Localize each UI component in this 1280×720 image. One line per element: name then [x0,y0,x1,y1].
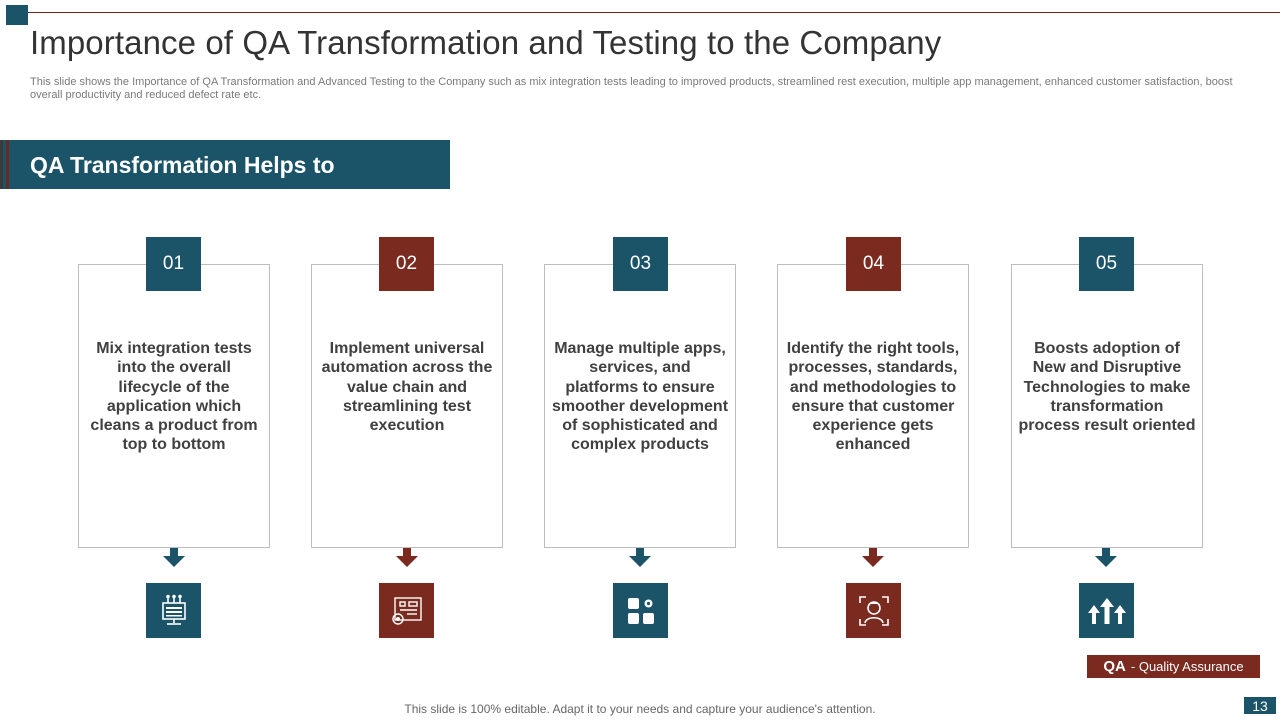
corner-accent [6,5,28,25]
arrow-down-icon [1095,548,1117,567]
arrow-down-icon [396,548,418,567]
card-02: Implement universal automation across th… [311,264,503,548]
number-badge: 05 [1079,237,1134,291]
page-title: Importance of QA Transformation and Test… [30,24,942,61]
number-badge: 04 [846,237,901,291]
card-text: Boosts adoption of New and Disruptive Te… [1018,340,1196,435]
number-badge: 01 [146,237,201,291]
slide-description: This slide shows the Importance of QA Tr… [30,76,1233,101]
number-badge: 03 [613,237,668,291]
top-divider [28,12,1280,13]
abbreviation-legend: QA - Quality Assurance [1087,655,1260,678]
apps-grid-icon [613,583,668,638]
network-device-icon [146,583,201,638]
page-number: 13 [1244,697,1276,714]
circuit-gear-icon [379,583,434,638]
card-text: Manage multiple apps, services, and plat… [551,340,729,454]
footer-note: This slide is 100% editable. Adapt it to… [404,702,876,716]
banner-title: QA Transformation Helps to [30,152,335,178]
card-04: Identify the right tools, processes, sta… [777,264,969,548]
banner-stripe [6,140,9,189]
card-text: Mix integration tests into the overall l… [90,340,258,454]
section-banner: QA Transformation Helps to [0,140,450,189]
arrow-down-icon [629,548,651,567]
number-badge: 02 [379,237,434,291]
growth-arrows-icon [1079,583,1134,638]
card-text: Implement universal automation across th… [321,340,493,435]
card-05: Boosts adoption of New and Disruptive Te… [1011,264,1203,548]
banner-stripe [0,140,3,189]
card-03: Manage multiple apps, services, and plat… [544,264,736,548]
legend-abbr: QA [1103,658,1126,675]
legend-full: - Quality Assurance [1130,659,1244,674]
arrow-down-icon [862,548,884,567]
face-scan-icon [846,583,901,638]
card-text: Identify the right tools, processes, sta… [786,340,960,454]
arrow-down-icon [163,548,185,567]
card-01: Mix integration tests into the overall l… [78,264,270,548]
